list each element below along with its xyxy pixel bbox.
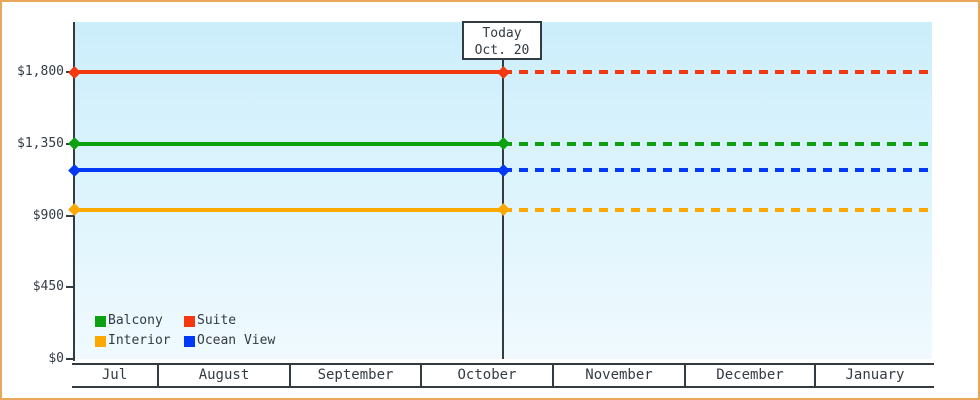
legend-item-ocean-view: Ocean View: [184, 334, 275, 348]
y-tick-label: $1,800: [17, 64, 64, 79]
today-annotation-box: Today Oct. 20: [462, 21, 542, 60]
legend-item-suite: Suite: [184, 314, 236, 328]
legend-label: Ocean View: [197, 333, 276, 348]
month-cell-jul: Jul: [101, 367, 128, 383]
series-line-dashed-ocean-view: [503, 168, 932, 173]
y-tick-label: $0: [48, 351, 64, 366]
series-line-solid-balcony: [74, 141, 503, 146]
legend-item-interior: Interior: [95, 334, 171, 348]
month-cell-january: January: [814, 365, 934, 386]
series-line-dashed-suite: [503, 70, 932, 74]
y-tick-mark: [66, 214, 74, 217]
legend-label: Suite: [197, 313, 237, 328]
series-line-solid-suite: [74, 70, 503, 74]
series-line-solid-ocean-view: [74, 168, 503, 173]
legend-item-balcony: Balcony: [95, 314, 163, 328]
series-line-dashed-interior: [503, 207, 932, 212]
x-axis-month-strip: Jul August September October November Decembe…: [72, 363, 934, 388]
y-tick-label: $450: [32, 279, 64, 295]
month-cell-december: December: [684, 365, 814, 386]
legend-swatch-suite: [184, 315, 195, 327]
series-line-dashed-balcony: [503, 141, 932, 146]
legend-label: Balcony: [108, 313, 163, 328]
month-cell-august: August: [157, 365, 289, 386]
y-tick-mark: [66, 358, 74, 360]
legend-swatch-balcony: [95, 315, 106, 327]
legend-swatch-ocean-view: [184, 335, 195, 347]
y-axis-line: [73, 22, 75, 361]
today-date-label: Oct. 20: [474, 43, 530, 58]
month-cell-september: September: [289, 365, 420, 386]
y-tick-label: $1,350: [17, 135, 64, 151]
legend-swatch-interior: [95, 335, 106, 347]
legend-label: Interior: [108, 333, 171, 348]
series-line-solid-interior: [74, 207, 503, 212]
month-cell-november: November: [552, 365, 684, 386]
month-cell-october: October: [420, 365, 552, 386]
today-label: Today: [482, 26, 522, 41]
y-tick-label: $900: [32, 207, 64, 223]
y-tick-mark: [66, 286, 74, 289]
